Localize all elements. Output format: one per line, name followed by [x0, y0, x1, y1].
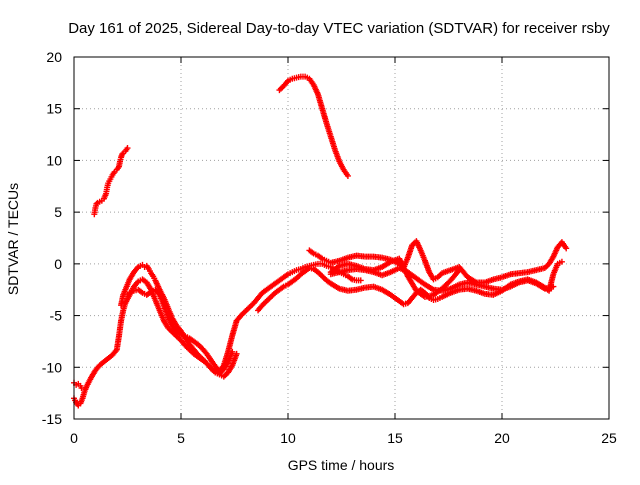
data-point-marker	[134, 265, 141, 272]
data-point-marker	[550, 283, 557, 290]
y-tick-labels: -15 -10 -5 0 5 10 15 20	[42, 49, 62, 427]
x-tick-label: 15	[387, 430, 403, 446]
data-point-marker	[124, 145, 131, 152]
series-arc-e	[91, 145, 131, 218]
data-point-marker	[93, 200, 100, 207]
data-point-marker	[558, 258, 565, 265]
x-tick-labels: 0 5 10 15 20 25	[70, 430, 617, 446]
data-point-marker	[155, 290, 162, 297]
data-point-marker	[456, 267, 463, 274]
series-arc-d	[124, 260, 364, 375]
y-tick-label: -5	[50, 308, 63, 324]
data-point-marker	[455, 268, 462, 275]
x-tick-label: 5	[177, 430, 185, 446]
y-tick-label: 15	[46, 101, 62, 117]
chart-title: Day 161 of 2025, Sidereal Day-to-day VTE…	[68, 20, 610, 37]
data-point-marker	[134, 279, 141, 286]
data-point-marker	[563, 245, 570, 252]
y-axis-label: SDTVAR / TECUs	[5, 183, 21, 295]
data-point-marker	[344, 172, 351, 179]
y-tick-label: 0	[54, 256, 62, 272]
data-point-marker	[357, 277, 364, 284]
x-tick-label: 10	[280, 430, 296, 446]
series-arc-f	[276, 73, 351, 179]
x-tick-label: 0	[70, 430, 78, 446]
plot-frame	[73, 56, 610, 420]
x-axis-label: GPS time / hours	[288, 457, 395, 473]
series-arc-h	[306, 238, 570, 286]
x-tick-label: 25	[601, 430, 617, 446]
data-point-marker	[283, 79, 290, 86]
data-point-marker	[233, 350, 240, 357]
data-point-marker	[119, 151, 126, 158]
x-tick-label: 20	[494, 430, 510, 446]
axis-ticks	[73, 56, 610, 420]
y-tick-label: 5	[54, 204, 62, 220]
y-tick-label: 20	[46, 49, 62, 65]
y-tick-label: -15	[42, 411, 62, 427]
y-tick-label: -10	[42, 359, 62, 375]
grid-lines	[74, 57, 609, 419]
data-points	[71, 73, 570, 409]
y-tick-label: 10	[46, 152, 62, 168]
series-arc-j	[327, 255, 463, 300]
